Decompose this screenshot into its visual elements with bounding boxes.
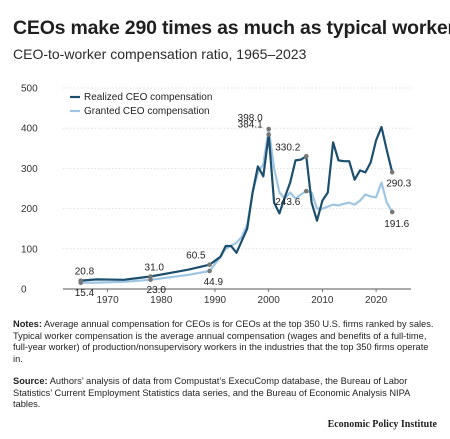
data-label-31.0: 31.0	[145, 263, 165, 274]
series-line-realized	[79, 125, 394, 282]
marker-23.0	[148, 277, 153, 283]
source-text: Authors’ analysis of data from Compustat…	[13, 376, 410, 410]
x-tick-label-2000: 2000	[258, 295, 281, 306]
x-tick-label-2010: 2010	[311, 295, 334, 306]
y-tick-label-200: 200	[21, 204, 38, 215]
data-label-398.0: 398.0	[238, 113, 263, 124]
series-line-granted	[79, 127, 394, 284]
marker-191.6	[389, 209, 395, 215]
x-tick-label-1970: 1970	[96, 295, 119, 306]
line-chart: 0 100 200 300 400 500 1970 1980 1990 2000 2010 202…	[21, 84, 412, 307]
data-label-330.2: 330.2	[275, 142, 300, 153]
data-label-191.6: 191.6	[384, 219, 409, 230]
legend-label-realized: Realized CEO compensation	[84, 92, 212, 103]
x-tick-label-1990: 1990	[204, 295, 227, 306]
x-axis: 1970 1980 1990 2000 2010 2020	[96, 289, 388, 306]
notes-label: Notes:	[13, 319, 42, 329]
y-tick-label-300: 300	[21, 164, 38, 175]
data-label-384.1: 384.1	[238, 120, 263, 131]
data-label-60.5: 60.5	[186, 251, 206, 262]
data-label-15.4: 15.4	[75, 288, 95, 299]
marker-60.5	[207, 262, 212, 267]
y-axis: 0 100 200 300 400 500	[21, 84, 38, 296]
marker-330.2	[303, 153, 309, 159]
data-label-290.3: 290.3	[386, 178, 411, 189]
notes: Notes: Average annual compensation for C…	[13, 319, 438, 365]
notes-text: Average annual compensation for CEOs is …	[13, 319, 434, 364]
marker-398.0	[266, 126, 271, 132]
data-label-243.6: 243.6	[275, 197, 300, 208]
marker-243.6	[303, 188, 309, 194]
x-tick-label-1980: 1980	[150, 295, 173, 306]
series-lines	[79, 125, 394, 284]
y-tick-label-100: 100	[21, 244, 38, 255]
data-label-23.0: 23.0	[147, 285, 167, 296]
source: Source: Authors’ analysis of data from C…	[13, 376, 438, 411]
chart-subtitle: CEO-to-worker compensation ratio, 1965–2…	[13, 46, 307, 62]
marker-384.1	[266, 132, 271, 137]
y-tick-label-400: 400	[21, 124, 38, 135]
gridlines	[63, 87, 411, 290]
marker-15.4	[78, 280, 84, 286]
data-label-20.8: 20.8	[75, 267, 95, 278]
y-tick-label-0: 0	[21, 285, 27, 296]
data-label-44.9: 44.9	[204, 277, 224, 288]
brand-name: Economic Policy Institute	[327, 419, 437, 430]
source-label: Source:	[13, 376, 48, 386]
y-tick-label-500: 500	[21, 84, 38, 95]
marker-290.3	[389, 169, 395, 175]
x-tick-label-2020: 2020	[365, 295, 388, 306]
marker-31.0	[148, 274, 153, 279]
legend-label-granted: Granted CEO compensation	[84, 106, 210, 117]
marker-44.9	[207, 268, 212, 274]
chart-title: CEOs make 290 times as much as typical w…	[13, 17, 450, 39]
legend: Realized CEO compensation Granted CEO com…	[70, 92, 212, 117]
